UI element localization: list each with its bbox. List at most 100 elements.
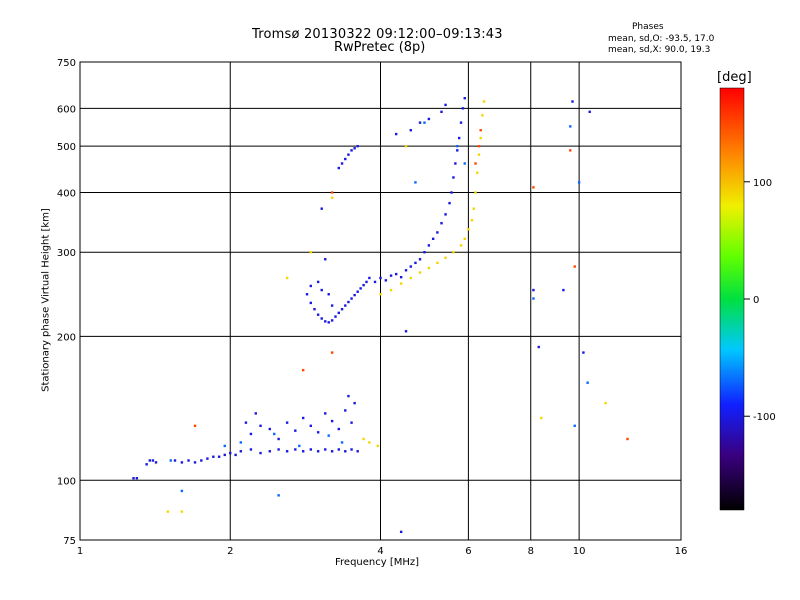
data-point	[532, 288, 535, 292]
data-point	[223, 444, 226, 448]
data-point	[353, 401, 356, 405]
x-tick-label: 1	[77, 546, 83, 557]
data-point	[540, 416, 543, 420]
data-point	[223, 453, 226, 457]
data-point	[273, 432, 276, 436]
data-point	[477, 153, 481, 156]
data-point	[463, 237, 466, 241]
data-point	[169, 459, 172, 462]
data-point	[193, 461, 197, 464]
data-point	[301, 368, 305, 372]
data-point	[135, 477, 139, 480]
data-point	[444, 103, 447, 107]
data-point	[347, 300, 350, 304]
data-point	[450, 191, 453, 194]
colorbar-tick-label: -100	[753, 412, 776, 423]
data-point	[132, 477, 135, 480]
data-point	[353, 293, 356, 297]
data-point	[356, 450, 359, 453]
data-point	[294, 429, 297, 432]
data-point	[229, 451, 232, 455]
data-point	[423, 251, 426, 254]
data-point	[285, 276, 289, 280]
scatter-points	[132, 96, 629, 534]
data-point	[324, 412, 327, 415]
data-point	[353, 147, 356, 150]
data-point	[532, 186, 535, 189]
data-point	[479, 136, 482, 140]
data-point	[444, 213, 447, 216]
data-point	[301, 450, 305, 453]
data-point	[459, 121, 463, 124]
y-tick-label: 300	[57, 248, 76, 259]
data-point	[316, 431, 320, 434]
data-point	[384, 279, 388, 282]
data-point	[239, 450, 243, 453]
data-point	[457, 136, 461, 140]
data-point	[277, 448, 280, 451]
data-point	[313, 307, 316, 311]
data-point	[301, 416, 305, 420]
data-point	[180, 461, 184, 464]
data-point	[394, 272, 398, 276]
data-point	[330, 450, 334, 453]
data-point	[573, 265, 576, 268]
data-point	[200, 459, 203, 462]
data-point	[324, 448, 327, 451]
data-point	[582, 351, 585, 354]
data-point	[389, 274, 393, 277]
data-point	[330, 304, 334, 307]
data-point	[259, 451, 262, 455]
data-point	[414, 181, 417, 184]
data-point	[452, 176, 455, 179]
data-point	[254, 412, 257, 415]
data-point	[356, 290, 359, 293]
data-point	[404, 330, 408, 333]
phases-o-stats: mean, sd,O: -93.5, 17.0	[608, 34, 715, 44]
data-point	[277, 494, 280, 497]
data-point	[423, 121, 426, 124]
data-point	[239, 441, 243, 444]
data-point	[350, 149, 353, 152]
data-point	[337, 166, 341, 170]
data-point	[571, 100, 574, 103]
data-point	[327, 293, 330, 296]
colorbar-label: [deg]	[717, 70, 752, 85]
data-point	[327, 321, 330, 324]
data-point	[477, 144, 481, 148]
data-point	[324, 320, 327, 323]
data-point	[206, 457, 209, 460]
data-point	[418, 258, 422, 261]
x-tick-label: 2	[227, 546, 233, 557]
data-point	[467, 228, 470, 231]
data-point	[268, 427, 271, 431]
data-point	[337, 448, 341, 451]
data-point	[316, 313, 320, 316]
data-point	[277, 437, 280, 441]
data-point	[399, 282, 403, 285]
data-point	[588, 110, 591, 114]
axis-ticks: 1 2 4 6 8 10 16 75 100 200 300 400 500 600 750	[57, 58, 687, 557]
data-point	[573, 424, 576, 428]
data-point	[173, 459, 177, 462]
data-point	[320, 288, 323, 292]
y-tick-label: 400	[57, 188, 76, 199]
plot-frame	[79, 61, 682, 541]
data-point	[180, 510, 184, 513]
x-tick-label: 16	[675, 546, 688, 557]
data-point	[294, 448, 297, 451]
data-point	[376, 444, 379, 448]
y-tick-label: 100	[57, 476, 76, 487]
y-tick-label: 200	[57, 332, 76, 343]
data-point	[362, 283, 365, 287]
phases-title: Phases	[632, 22, 664, 32]
data-point	[444, 256, 447, 260]
chart-title: Tromsø 20130322 09:12:00–09:13:43	[252, 27, 503, 42]
data-point	[448, 201, 451, 205]
data-point	[626, 437, 629, 441]
data-point	[569, 125, 572, 128]
data-point	[532, 297, 535, 300]
x-axis-label: Frequency [MHz]	[335, 557, 420, 568]
grid-lines	[79, 61, 682, 541]
data-point	[427, 244, 431, 247]
